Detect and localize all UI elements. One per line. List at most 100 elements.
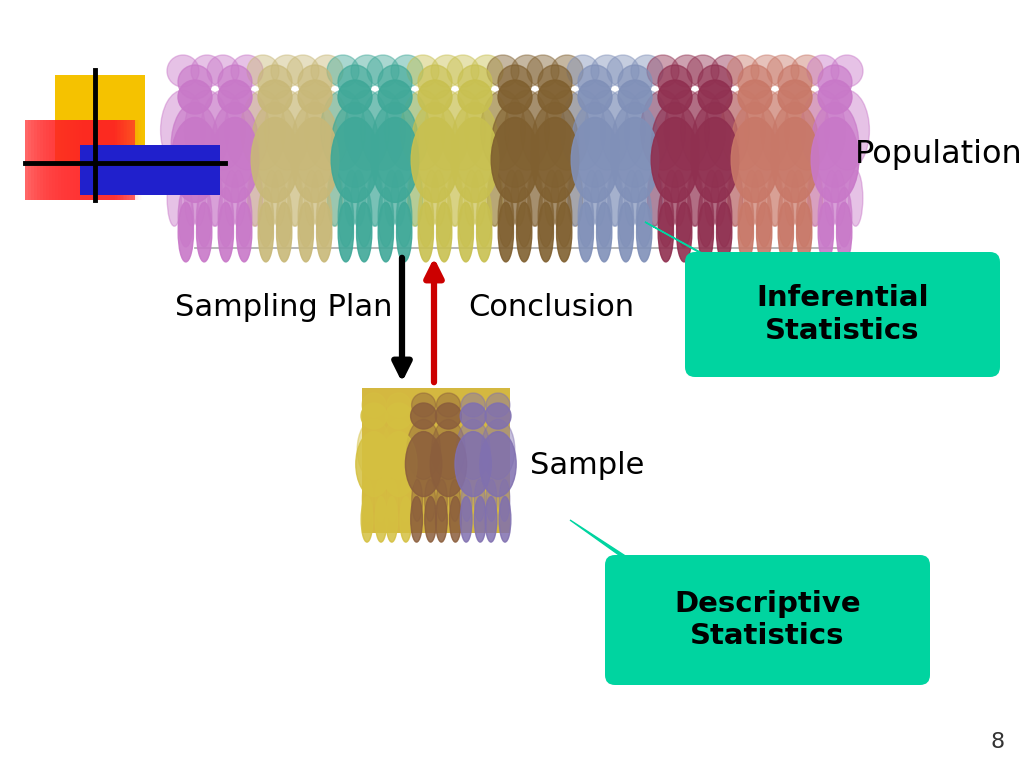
Circle shape bbox=[287, 55, 319, 87]
Circle shape bbox=[631, 55, 663, 87]
Ellipse shape bbox=[601, 90, 645, 170]
Ellipse shape bbox=[298, 203, 313, 262]
Circle shape bbox=[435, 403, 462, 429]
Circle shape bbox=[791, 55, 823, 87]
Circle shape bbox=[618, 65, 652, 99]
Ellipse shape bbox=[778, 203, 794, 262]
Circle shape bbox=[367, 55, 399, 87]
Bar bbox=[67, 120, 136, 200]
Ellipse shape bbox=[167, 170, 181, 227]
Ellipse shape bbox=[450, 479, 460, 521]
Ellipse shape bbox=[209, 170, 223, 227]
Ellipse shape bbox=[375, 479, 386, 521]
Ellipse shape bbox=[387, 479, 397, 521]
Circle shape bbox=[418, 80, 452, 114]
Ellipse shape bbox=[356, 187, 372, 247]
Text: 8: 8 bbox=[991, 732, 1005, 752]
Bar bbox=[37, 120, 121, 200]
Ellipse shape bbox=[771, 102, 819, 187]
Ellipse shape bbox=[585, 170, 599, 227]
Circle shape bbox=[327, 55, 359, 87]
Text: Population: Population bbox=[855, 140, 1023, 170]
Ellipse shape bbox=[527, 170, 542, 227]
Ellipse shape bbox=[289, 170, 303, 227]
Ellipse shape bbox=[808, 170, 823, 227]
Ellipse shape bbox=[687, 170, 701, 227]
Ellipse shape bbox=[436, 187, 452, 247]
Bar bbox=[28, 120, 117, 200]
Circle shape bbox=[391, 55, 423, 87]
Circle shape bbox=[498, 80, 532, 114]
Ellipse shape bbox=[436, 203, 452, 262]
Ellipse shape bbox=[801, 90, 846, 170]
Ellipse shape bbox=[505, 90, 550, 170]
Ellipse shape bbox=[499, 497, 511, 542]
Ellipse shape bbox=[237, 203, 252, 262]
Ellipse shape bbox=[831, 170, 846, 227]
Ellipse shape bbox=[435, 497, 447, 542]
Ellipse shape bbox=[824, 170, 839, 227]
Ellipse shape bbox=[545, 170, 559, 227]
Ellipse shape bbox=[698, 203, 714, 262]
Circle shape bbox=[178, 65, 212, 99]
Ellipse shape bbox=[440, 90, 485, 170]
Circle shape bbox=[711, 55, 743, 87]
Ellipse shape bbox=[450, 497, 461, 542]
Text: Descriptive
Statistics: Descriptive Statistics bbox=[674, 590, 861, 650]
Bar bbox=[55, 75, 145, 165]
Ellipse shape bbox=[291, 102, 339, 187]
Ellipse shape bbox=[258, 187, 273, 247]
Ellipse shape bbox=[618, 187, 634, 247]
Ellipse shape bbox=[412, 479, 423, 521]
Ellipse shape bbox=[338, 187, 353, 247]
Ellipse shape bbox=[651, 102, 698, 187]
Circle shape bbox=[538, 65, 572, 99]
Ellipse shape bbox=[571, 102, 618, 187]
Ellipse shape bbox=[455, 432, 492, 497]
Ellipse shape bbox=[611, 102, 658, 187]
Circle shape bbox=[271, 55, 303, 87]
Circle shape bbox=[461, 393, 485, 417]
Ellipse shape bbox=[197, 203, 212, 262]
Ellipse shape bbox=[211, 102, 259, 187]
Circle shape bbox=[767, 55, 799, 87]
Ellipse shape bbox=[681, 90, 725, 170]
Ellipse shape bbox=[382, 419, 416, 479]
Circle shape bbox=[658, 65, 692, 99]
Ellipse shape bbox=[406, 432, 441, 497]
Circle shape bbox=[738, 80, 772, 114]
Bar bbox=[82, 120, 143, 200]
Ellipse shape bbox=[476, 187, 492, 247]
Ellipse shape bbox=[304, 170, 318, 227]
Ellipse shape bbox=[648, 170, 663, 227]
Ellipse shape bbox=[837, 203, 852, 262]
Ellipse shape bbox=[792, 170, 806, 227]
Ellipse shape bbox=[560, 90, 605, 170]
Ellipse shape bbox=[351, 170, 366, 227]
Ellipse shape bbox=[665, 170, 679, 227]
Ellipse shape bbox=[485, 497, 497, 542]
Ellipse shape bbox=[744, 170, 759, 227]
Bar bbox=[80, 145, 220, 195]
Ellipse shape bbox=[247, 170, 261, 227]
Ellipse shape bbox=[771, 118, 819, 203]
Circle shape bbox=[311, 55, 343, 87]
Ellipse shape bbox=[357, 419, 391, 479]
Ellipse shape bbox=[384, 170, 398, 227]
Ellipse shape bbox=[539, 203, 553, 262]
Bar bbox=[362, 388, 510, 533]
Circle shape bbox=[436, 393, 461, 417]
Ellipse shape bbox=[480, 432, 516, 497]
Ellipse shape bbox=[264, 90, 309, 170]
Ellipse shape bbox=[409, 170, 423, 227]
Circle shape bbox=[338, 65, 372, 99]
Circle shape bbox=[498, 65, 532, 99]
Ellipse shape bbox=[412, 118, 459, 203]
Ellipse shape bbox=[184, 90, 229, 170]
Ellipse shape bbox=[658, 187, 674, 247]
Ellipse shape bbox=[211, 118, 259, 203]
Circle shape bbox=[178, 80, 212, 114]
Ellipse shape bbox=[218, 203, 233, 262]
Ellipse shape bbox=[178, 187, 194, 247]
Ellipse shape bbox=[287, 170, 301, 227]
